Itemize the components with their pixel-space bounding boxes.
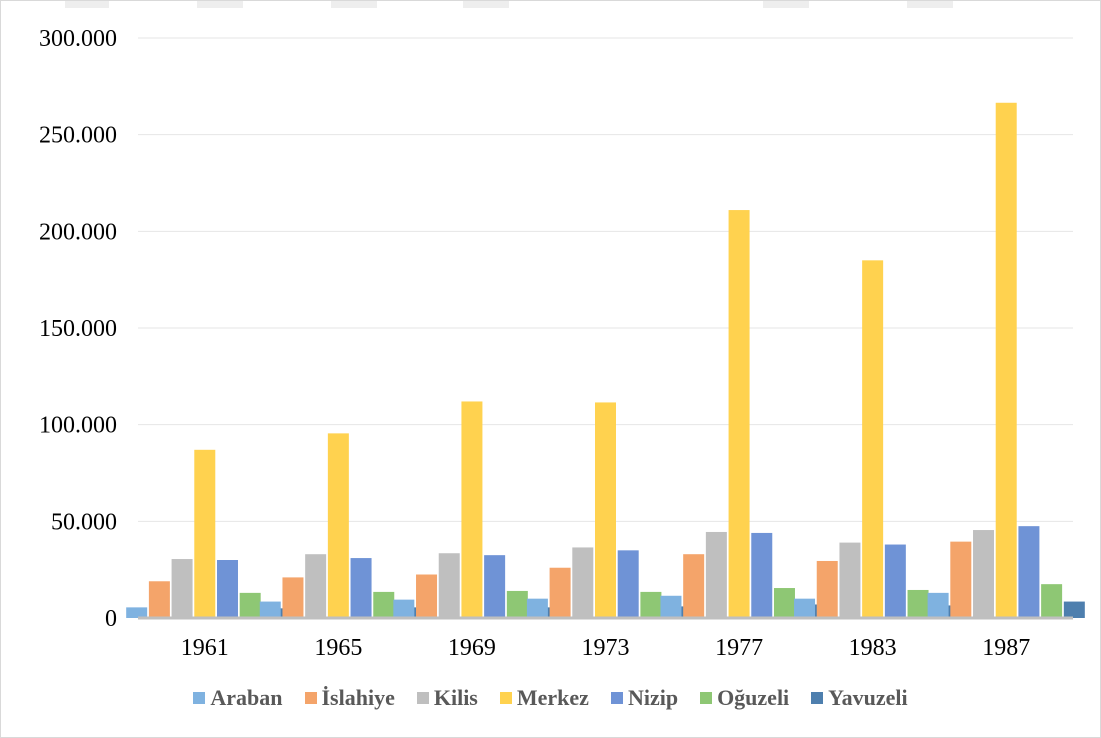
legend-swatch [416,692,429,704]
y-axis-tick-labels: 0 50.000 100.000 150.000 200.000 250.000 300.0… [39,26,117,632]
y-tick-label: 250.000 [39,123,117,149]
bar-kilis-1965 [305,554,327,618]
bar-nizip-1961 [216,560,238,618]
x-tick-label: 1973 [582,635,630,661]
legend-item-yavuzeli: Yavuzeli [811,685,908,711]
bar-merkez-1969 [461,401,483,618]
bar-araban-1983 [794,598,816,618]
legend-label: Kilis [433,685,478,710]
legend-swatch [610,692,623,704]
bar-i̇slahiye-1965 [282,577,304,618]
bar-i̇slahiye-1977 [683,554,705,618]
legend-item-oğuzeli: Oğuzeli [700,685,789,711]
bar-kilis-1969 [438,553,460,618]
bar-yavuzeli-1987 [1063,601,1085,618]
bar-nizip-1973 [617,550,639,618]
legend-label: Nizip [627,685,679,710]
y-tick-label: 300.000 [39,26,117,52]
bar-chart: 0 50.000 100.000 150.000 200.000 250.000 300.0… [39,26,1085,661]
bar-araban-1961 [126,607,148,618]
bar-i̇slahiye-1983 [816,560,838,618]
legend-label: Merkez [516,685,589,710]
bar-merkez-1965 [327,433,349,618]
bar-merkez-1973 [595,402,616,618]
legend-swatch [700,692,713,704]
legend-label: Araban [210,685,283,710]
bar-nizip-1983 [884,544,906,618]
legend-swatch [811,692,824,704]
y-tick-label: 50.000 [51,509,117,535]
y-tick-label: 0 [105,606,117,632]
bar-araban-1977 [660,595,682,618]
y-tick-label: 100.000 [39,413,117,439]
legend-swatch [193,692,206,704]
x-tick-label: 1969 [448,635,496,661]
bar-nizip-1969 [484,555,506,618]
bar-araban-1965 [259,601,281,618]
bar-kilis-1987 [973,530,995,618]
bar-nizip-1965 [350,558,372,618]
bar-oğuzeli-1961 [239,592,261,618]
bar-i̇slahiye-1969 [416,574,438,618]
bar-oğuzeli-1977 [773,588,795,618]
y-tick-label: 200.000 [39,219,117,245]
legend-item-kilis: Kilis [416,685,478,711]
top-strip [1,1,1100,9]
bar-merkez-1987 [995,102,1017,619]
bar-i̇slahiye-1987 [950,541,972,618]
legend-item-merkez: Merkez [499,685,589,711]
legend-item-i̇slahiye: İslahiye [304,685,395,711]
bar-nizip-1977 [751,532,773,618]
bar-nizip-1987 [1018,526,1040,618]
bar-oğuzeli-1965 [373,591,395,618]
x-tick-label: 1965 [314,635,362,661]
bar-i̇slahiye-1973 [549,567,571,618]
bar-araban-1969 [393,599,415,618]
y-tick-label: 150.000 [39,316,117,342]
bar-oğuzeli-1987 [1041,584,1063,618]
legend-swatch [499,692,512,704]
bar-oğuzeli-1983 [907,589,929,618]
x-tick-label: 1987 [982,635,1030,661]
legend: Araban İslahiye Kilis Merkez Nizip Oğuzeli Yav… [1,685,1100,711]
x-tick-label: 1977 [715,635,763,661]
bar-merkez-1977 [728,210,750,619]
legend-swatch [304,692,317,704]
legend-item-nizip: Nizip [610,685,679,711]
bar-merkez-1983 [862,260,884,618]
x-tick-label: 1983 [849,635,897,661]
x-tick-label: 1961 [181,635,229,661]
bar-kilis-1973 [572,547,594,618]
bar-oğuzeli-1969 [506,590,528,618]
bars [126,102,1085,619]
bar-kilis-1977 [705,531,727,618]
legend-label: Yavuzeli [828,685,908,710]
bar-merkez-1961 [194,449,216,618]
bar-araban-1987 [927,592,949,618]
bar-kilis-1961 [171,559,193,618]
bar-kilis-1983 [839,542,861,618]
legend-label: Oğuzeli [717,685,790,710]
bar-i̇slahiye-1961 [148,581,170,618]
bar-oğuzeli-1973 [640,591,662,618]
legend-item-araban: Araban [193,685,283,711]
bar-araban-1973 [526,598,548,618]
legend-label: İslahiye [321,685,395,710]
x-axis-tick-labels: 1961 1965 1969 1973 1977 1983 1987 [181,635,1030,661]
